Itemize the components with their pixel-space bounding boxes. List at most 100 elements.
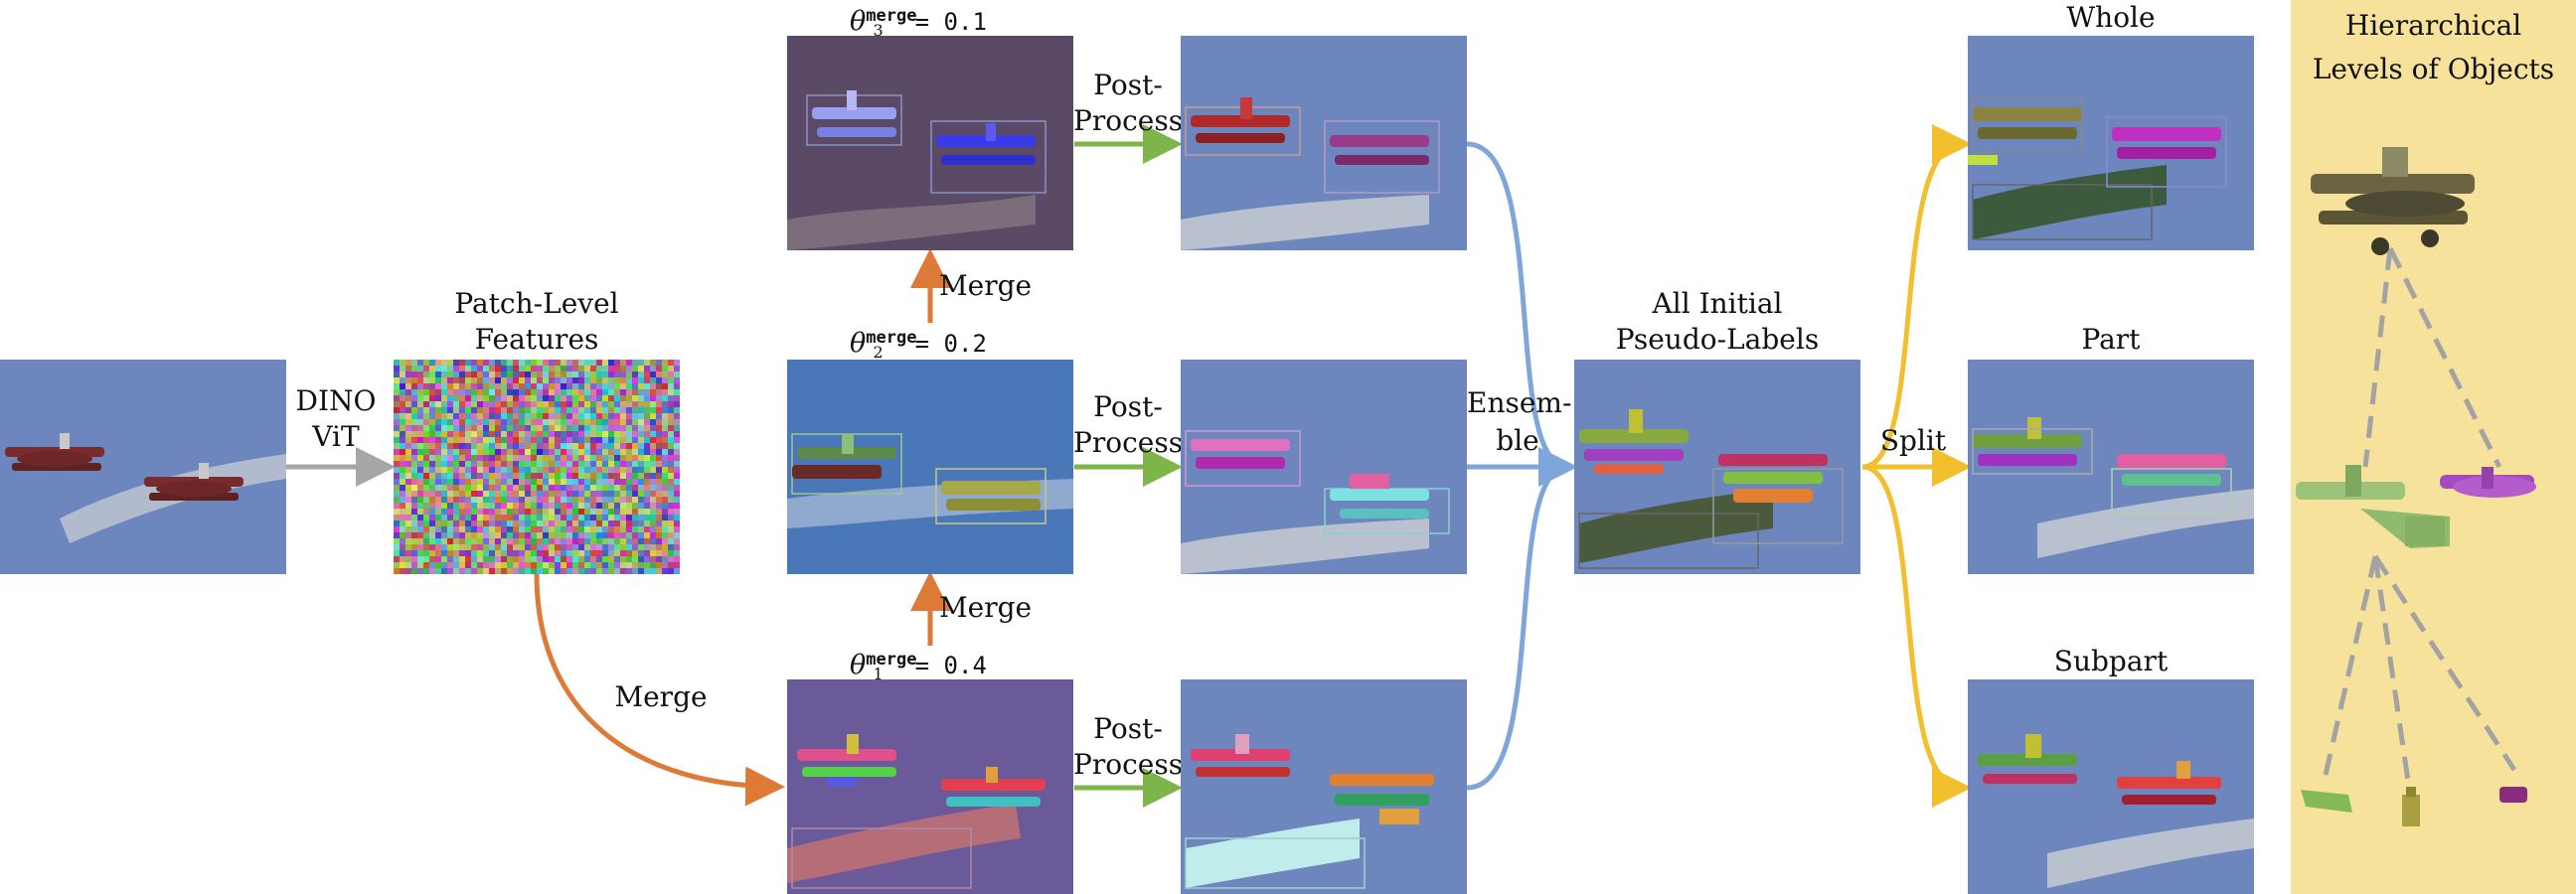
feature-patch bbox=[555, 449, 562, 456]
feature-patch bbox=[644, 503, 651, 510]
feature-patch bbox=[459, 526, 466, 533]
feature-patch bbox=[572, 377, 579, 384]
theta2-label: θmerge2 = 0.2 bbox=[850, 328, 987, 362]
feature-patch bbox=[608, 509, 615, 516]
feature-patch bbox=[674, 568, 680, 574]
feature-patch bbox=[644, 532, 651, 539]
feature-patch bbox=[626, 485, 633, 492]
feature-patch bbox=[489, 401, 496, 408]
feature-patch bbox=[662, 562, 669, 569]
feature-patch bbox=[608, 419, 615, 426]
feature-patch bbox=[501, 377, 508, 384]
feature-patch bbox=[507, 562, 514, 569]
feature-patch bbox=[668, 413, 675, 420]
feature-patch bbox=[620, 425, 627, 432]
feature-patch bbox=[632, 407, 639, 414]
feature-patch bbox=[394, 413, 401, 420]
feature-patch bbox=[435, 497, 442, 504]
feature-patch bbox=[572, 556, 579, 563]
feature-patch bbox=[394, 467, 401, 474]
feature-patch bbox=[596, 467, 603, 474]
feature-patch bbox=[501, 437, 508, 444]
feature-patch bbox=[674, 556, 680, 563]
feature-patch bbox=[584, 377, 591, 384]
feature-patch bbox=[596, 383, 603, 390]
feature-patch bbox=[471, 544, 478, 551]
feature-patch bbox=[471, 491, 478, 498]
feature-patch bbox=[608, 515, 615, 522]
feature-patch bbox=[549, 562, 556, 569]
feature-patch bbox=[519, 401, 526, 408]
feature-patch bbox=[674, 401, 680, 408]
feature-patch bbox=[596, 521, 603, 527]
feature-patch bbox=[602, 521, 609, 527]
feature-patch bbox=[602, 473, 609, 480]
feature-patch bbox=[668, 377, 675, 384]
process-label-bot: Process bbox=[1073, 748, 1184, 781]
feature-patch bbox=[632, 383, 639, 390]
feature-patch bbox=[614, 372, 621, 378]
feature-patch bbox=[626, 509, 633, 516]
feature-patch bbox=[644, 538, 651, 545]
feature-patch bbox=[561, 377, 567, 384]
feature-patch bbox=[483, 461, 490, 468]
feature-patch bbox=[417, 485, 424, 492]
feature-patch bbox=[429, 509, 436, 516]
feature-patch bbox=[531, 479, 538, 486]
feature-patch bbox=[471, 526, 478, 533]
feature-patch bbox=[644, 550, 651, 557]
feature-patch bbox=[626, 407, 633, 414]
feature-patch bbox=[578, 461, 585, 468]
feature-patch bbox=[578, 360, 585, 367]
feature-patch bbox=[513, 395, 520, 402]
feature-patch bbox=[459, 401, 466, 408]
feature-patch bbox=[447, 389, 454, 396]
feature-patch bbox=[441, 526, 448, 533]
feature-patch bbox=[501, 544, 508, 551]
feature-patch bbox=[435, 395, 442, 402]
feature-patch bbox=[596, 425, 603, 432]
feature-patch bbox=[394, 473, 401, 480]
feature-patch bbox=[447, 413, 454, 420]
feature-patch bbox=[400, 526, 406, 533]
feature-patch bbox=[477, 383, 484, 390]
feature-patch bbox=[519, 544, 526, 551]
feature-patch bbox=[453, 407, 460, 414]
feature-patch bbox=[590, 562, 597, 569]
feature-patch bbox=[656, 389, 663, 396]
feature-patch bbox=[578, 503, 585, 510]
feature-patch bbox=[513, 431, 520, 438]
feature-patch bbox=[477, 360, 484, 367]
feature-patch bbox=[555, 455, 562, 462]
feature-patch bbox=[638, 360, 645, 367]
feature-patch bbox=[441, 515, 448, 522]
feature-patch bbox=[543, 491, 550, 498]
feature-patch bbox=[525, 389, 532, 396]
subpart-image bbox=[1968, 679, 2254, 894]
feature-patch bbox=[596, 437, 603, 444]
feature-patch bbox=[495, 479, 502, 486]
feature-patch bbox=[435, 521, 442, 527]
feature-patch bbox=[620, 479, 627, 486]
feature-patch bbox=[650, 425, 657, 432]
feature-patch bbox=[543, 377, 550, 384]
feature-patch bbox=[650, 479, 657, 486]
feature-patch bbox=[555, 425, 562, 432]
feature-patch bbox=[638, 425, 645, 432]
feature-patch bbox=[596, 509, 603, 516]
feature-patch bbox=[590, 455, 597, 462]
feature-patch bbox=[632, 526, 639, 533]
feature-patch bbox=[602, 455, 609, 462]
feature-patch bbox=[572, 419, 579, 426]
feature-patch bbox=[507, 568, 514, 574]
feature-patch bbox=[459, 425, 466, 432]
feature-patch bbox=[477, 526, 484, 533]
feature-patch bbox=[626, 550, 633, 557]
feature-patch bbox=[632, 425, 639, 432]
feature-patch bbox=[423, 360, 430, 367]
feature-patch bbox=[620, 360, 627, 367]
feature-patch bbox=[549, 497, 556, 504]
feature-patch bbox=[537, 461, 544, 468]
feature-patch bbox=[531, 425, 538, 432]
feature-patch bbox=[471, 425, 478, 432]
